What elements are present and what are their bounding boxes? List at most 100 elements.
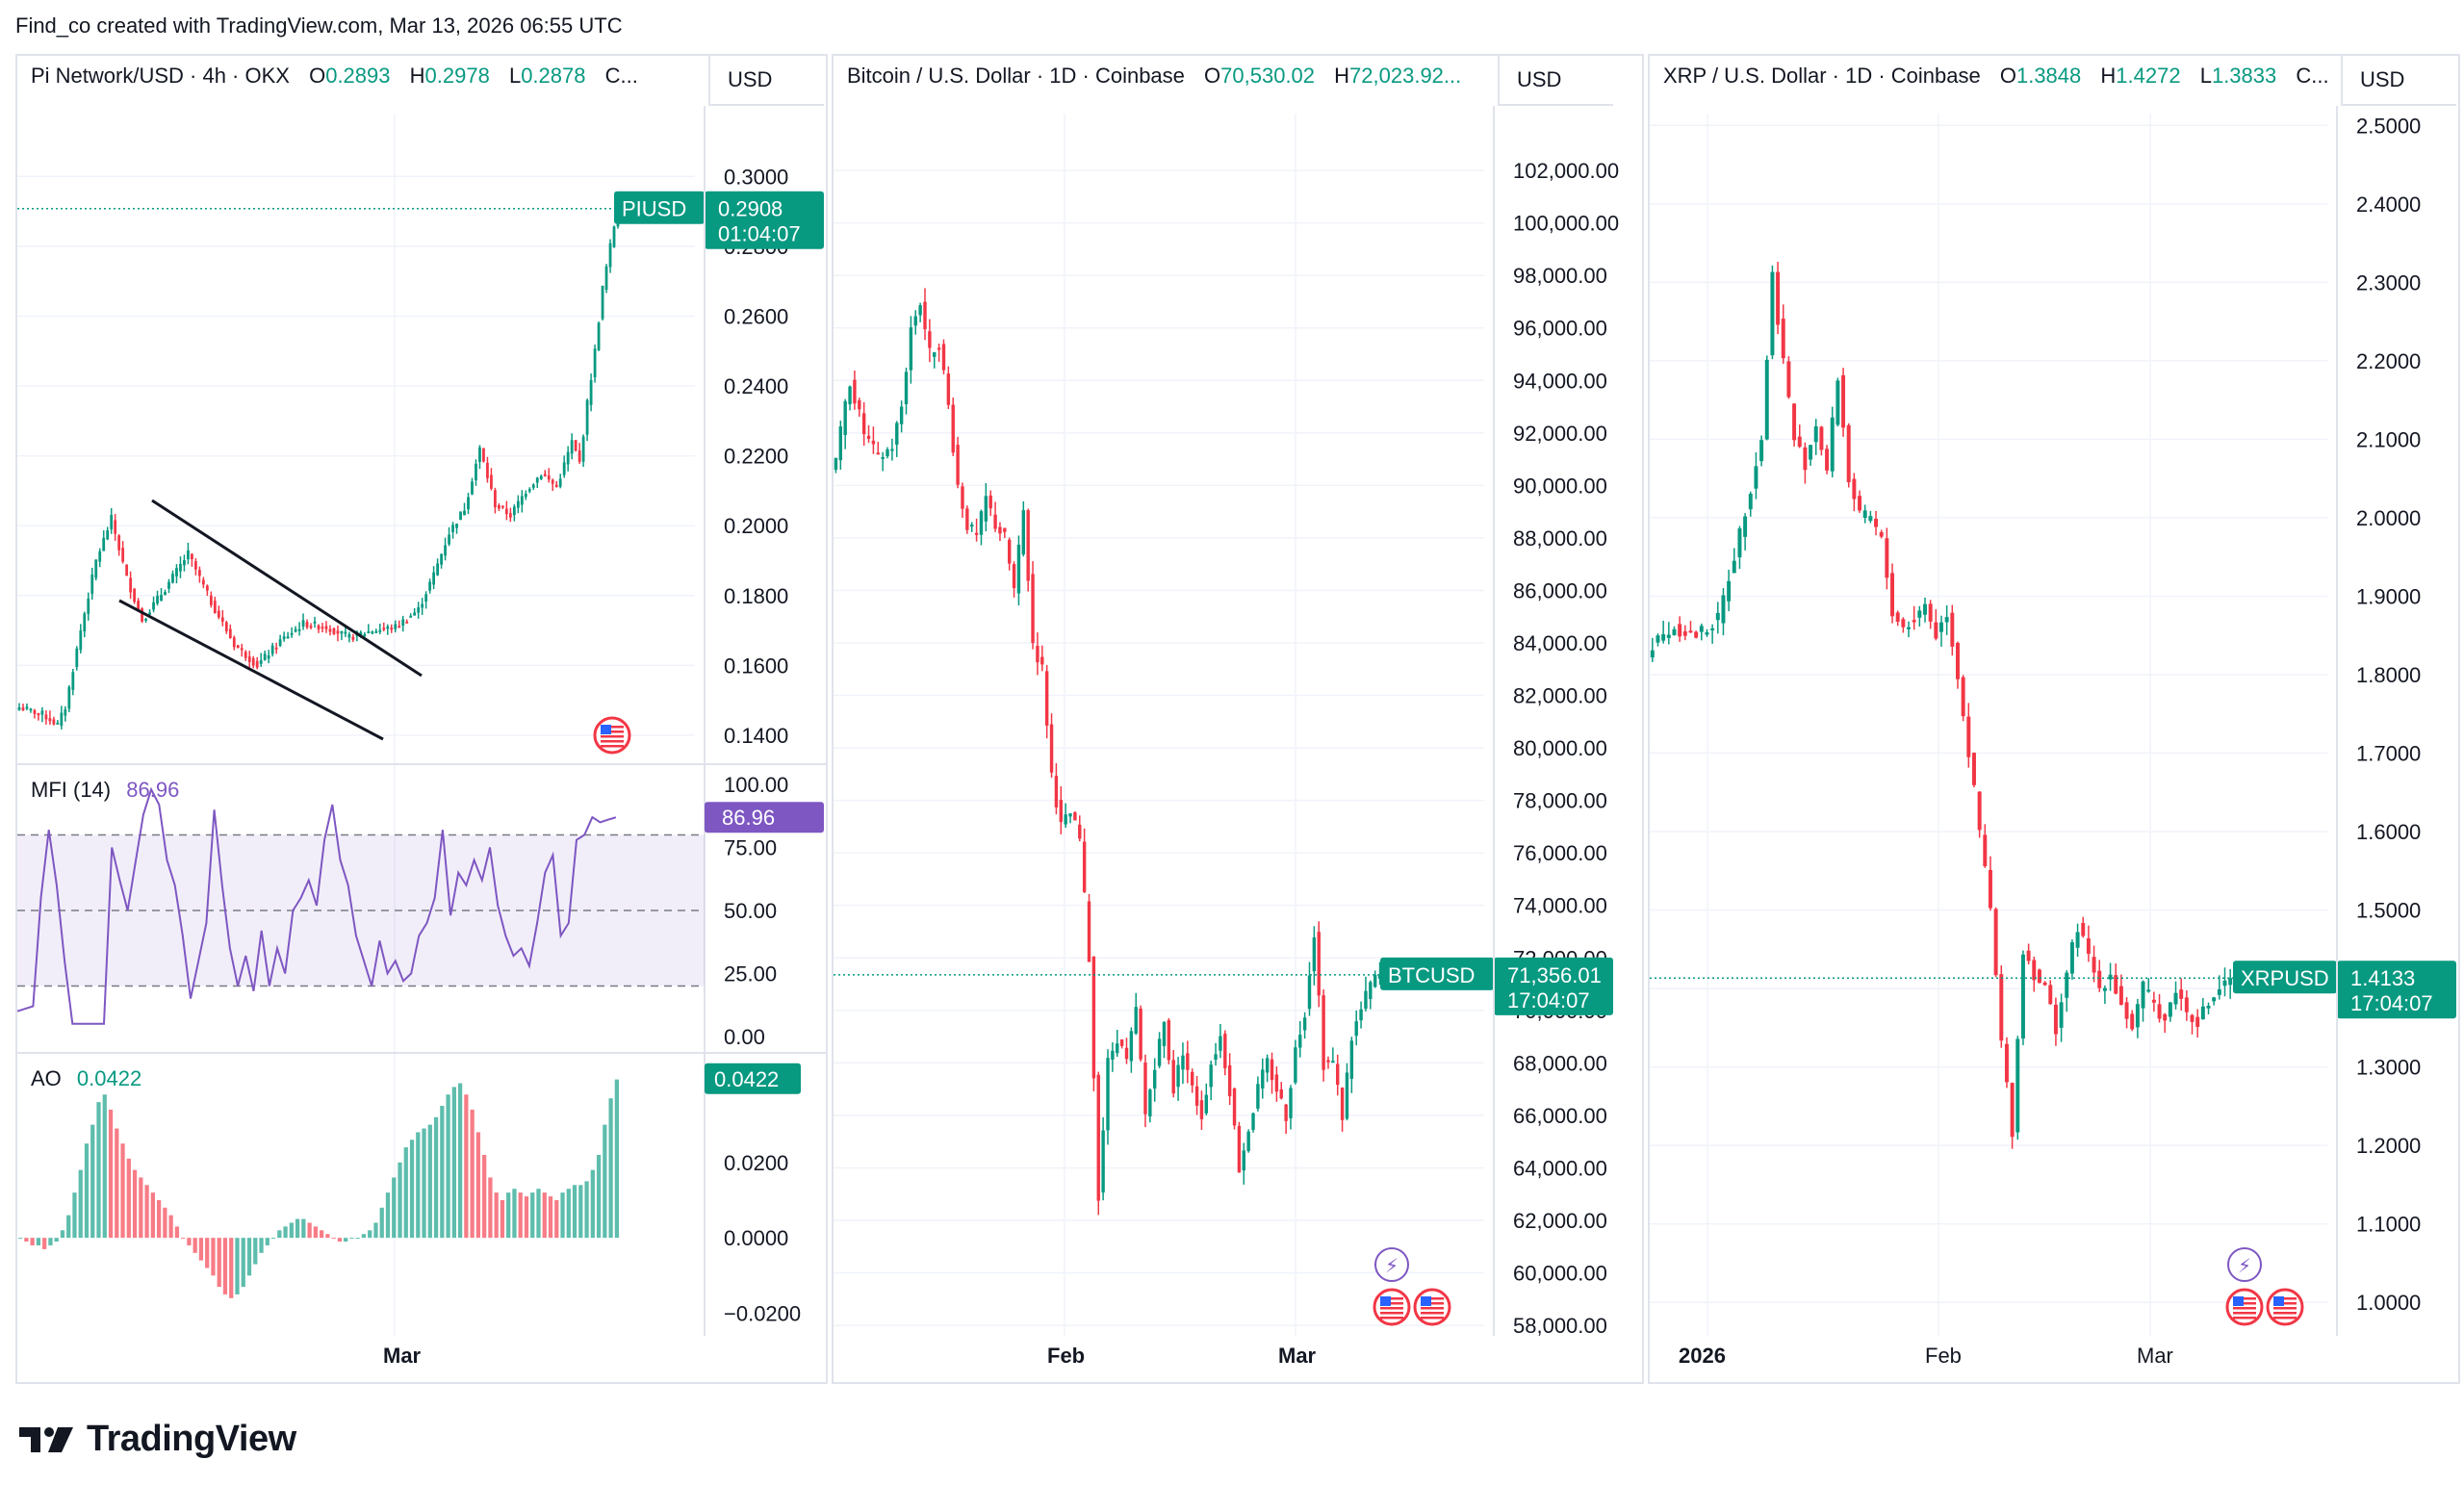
price-tick-label: 2.0000	[2356, 506, 2421, 530]
chart-panel-xrp[interactable]: 2.5000 2.4000 2.3000 2.2000 2.1000 2.0000 1.90…	[1648, 54, 2460, 1384]
pi-legend: Pi Network/USD · 4h · OKX O0.2893 H0.297…	[31, 64, 638, 89]
candle-body	[25, 706, 29, 709]
candle-body	[597, 322, 601, 350]
candle-body	[2217, 988, 2221, 995]
currency-button[interactable]: USD	[1498, 56, 1613, 106]
flag-stripe	[2273, 1307, 2297, 1310]
chart-panel-btc[interactable]: 102,000.00 100,000.00 98,000.00 96,000.00 94…	[832, 54, 1644, 1384]
ohlc-high-key: H	[409, 64, 425, 88]
candle-body	[1068, 813, 1072, 817]
candle-body	[1021, 510, 1026, 555]
candle-body	[363, 633, 367, 636]
candle-body	[512, 506, 516, 516]
ao-bar	[385, 1192, 391, 1239]
mfi-tick-label: 100.00	[724, 773, 788, 797]
price-tick-label: 1.6000	[2356, 820, 2421, 844]
candle-body	[1289, 1088, 1293, 1118]
price-tick-label: 102,000.00	[1513, 159, 1619, 183]
candle-body	[471, 481, 474, 495]
candle-body	[2190, 1014, 2194, 1022]
ao-bar	[211, 1238, 216, 1276]
ao-bar	[156, 1199, 162, 1239]
candle-body	[1858, 496, 1862, 511]
x-tick-label: Mar	[2137, 1344, 2173, 1368]
btc-chart-svg[interactable]: 102,000.00 100,000.00 98,000.00 96,000.00 94…	[834, 56, 1642, 1382]
flag-stripe	[2273, 1317, 2297, 1319]
ao-bar	[572, 1185, 578, 1239]
candle-body	[251, 657, 255, 666]
xrp-legend: XRP / U.S. Dollar · 1D · Coinbase O1.384…	[1663, 64, 2329, 89]
candle-body	[589, 379, 593, 405]
candle-body	[175, 568, 178, 576]
candle-body	[294, 628, 297, 632]
ao-tick-label: 0.0000	[724, 1226, 788, 1250]
candle-body	[1265, 1058, 1270, 1073]
candle-body	[351, 636, 355, 640]
ao-bar	[120, 1143, 125, 1239]
ao-bar	[433, 1116, 439, 1239]
candle-body	[1999, 974, 2004, 1041]
countdown-label: 17:04:07	[2350, 991, 2433, 1015]
mfi-line	[17, 786, 617, 1025]
price-tick-label: 74,000.00	[1513, 894, 1607, 918]
candle-body	[2092, 957, 2096, 973]
chart-panel-pi[interactable]: 0.30000.28000.26000.24000.22000.20000.18…	[15, 54, 828, 1384]
candle-body	[1049, 724, 1054, 773]
bolt-glyph: ⚡	[2238, 1254, 2251, 1277]
candle-body	[290, 632, 294, 635]
candle-body	[1139, 1008, 1142, 1060]
ao-bar	[457, 1083, 463, 1239]
candle-body	[554, 484, 558, 488]
candle-body	[1809, 445, 1813, 460]
flag-stripe	[1380, 1312, 1403, 1315]
candle-body	[1737, 528, 1742, 558]
ao-bar	[102, 1094, 107, 1239]
candle-body	[941, 344, 946, 371]
candle-body	[848, 386, 852, 405]
ao-value-label: 0.0422	[714, 1067, 779, 1091]
candle-body	[436, 563, 440, 576]
candle-body	[1322, 995, 1325, 1070]
candle-body	[1912, 620, 1916, 623]
ao-bar	[132, 1169, 138, 1239]
price-tick-label: 1.9000	[2356, 584, 2421, 608]
price-tick-label: 84,000.00	[1513, 631, 1607, 655]
candle-body	[946, 373, 951, 405]
candle-body	[255, 660, 259, 668]
candle-body	[2206, 1006, 2211, 1009]
pi-chart-svg[interactable]: 0.30000.28000.26000.24000.22000.20000.18…	[17, 56, 826, 1382]
candle-body	[937, 347, 941, 350]
candle-body	[2004, 1043, 2009, 1083]
candle-body	[344, 631, 347, 634]
ao-bar	[427, 1124, 432, 1239]
price-tick-label: 1.3000	[2356, 1056, 2421, 1080]
candle-body	[2114, 975, 2118, 994]
candle-body	[1369, 982, 1373, 1000]
candle-body	[1204, 1094, 1209, 1114]
candle-body	[424, 594, 428, 602]
candle-body	[1223, 1034, 1227, 1068]
candle-body	[1803, 447, 1808, 471]
ohlc-low-key: L	[508, 64, 522, 88]
candle-body	[1256, 1084, 1260, 1109]
currency-button[interactable]: USD	[708, 56, 824, 106]
last-price-tag	[705, 191, 824, 249]
candle-body	[1181, 1055, 1185, 1070]
ao-bar	[355, 1238, 360, 1240]
currency-button[interactable]: USD	[2341, 56, 2456, 106]
candle-body	[428, 581, 432, 591]
candle-body	[2146, 989, 2151, 992]
flag-stripe	[1421, 1312, 1444, 1315]
candle-body	[394, 624, 398, 629]
candle-body	[259, 660, 263, 664]
xrp-chart-svg[interactable]: 2.5000 2.4000 2.3000 2.2000 2.1000 2.0000 1.90…	[1650, 56, 2458, 1382]
ohlc-close-key: C	[2296, 64, 2312, 88]
ao-bar	[325, 1234, 330, 1239]
candle-body	[866, 435, 871, 439]
candle-body	[398, 626, 401, 628]
ao-bar	[494, 1192, 499, 1239]
candle-body	[1743, 516, 1748, 537]
pi-symbol-title: Pi Network/USD · 4h · OKX	[31, 64, 290, 88]
candle-body	[1732, 560, 1736, 574]
ao-bar	[42, 1238, 47, 1249]
